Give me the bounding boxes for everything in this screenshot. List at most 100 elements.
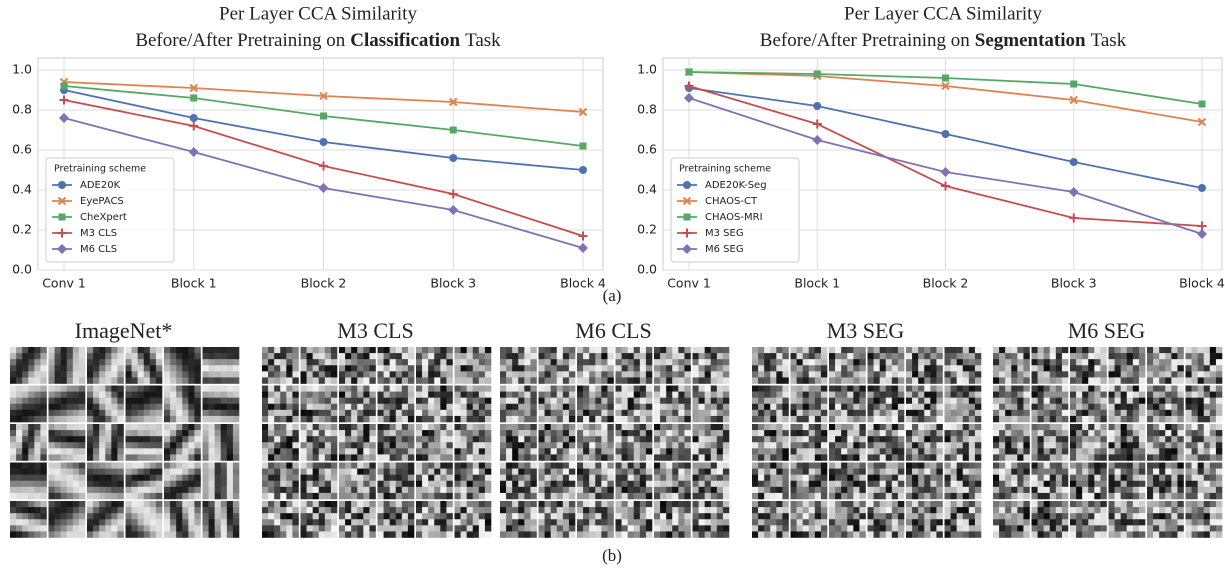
filter-pixel — [319, 353, 325, 359]
filter-pixel — [693, 436, 699, 442]
filter-pixel — [906, 424, 912, 430]
filter-pixel — [117, 448, 123, 454]
filter-pixel — [1017, 392, 1023, 398]
filter-pixel — [545, 493, 551, 499]
filter-pixel — [479, 416, 485, 422]
filter-pixel — [67, 513, 73, 519]
filter-pixel — [770, 507, 776, 513]
filter-pixel — [912, 436, 918, 442]
filter-pixel — [880, 398, 886, 404]
legend-marker — [683, 181, 691, 189]
filter-pixel — [1153, 371, 1159, 377]
filter-pixel — [422, 493, 428, 499]
filter-pixel — [545, 487, 551, 493]
filter-pixel — [144, 436, 150, 442]
filter-pixel — [924, 525, 930, 531]
filter-pixel — [384, 448, 390, 454]
filter-pixel — [699, 430, 705, 436]
filter-pixel — [1133, 377, 1139, 383]
filter-pixel — [194, 448, 200, 454]
filter-pixel — [233, 463, 239, 469]
filter-pixel — [660, 442, 666, 448]
filter-pixel — [601, 416, 607, 422]
filter-pixel — [479, 525, 485, 531]
filter-pixel — [1139, 347, 1145, 353]
filter-pixel — [705, 416, 711, 422]
filter-pixel — [307, 493, 313, 499]
filter-pixel — [87, 430, 93, 436]
filter-pixel — [835, 487, 841, 493]
filter-pixel — [969, 371, 975, 377]
filter-pixel — [467, 424, 473, 430]
filter-pixel — [34, 353, 40, 359]
filter-pixel — [307, 398, 313, 404]
filter-pixel — [758, 475, 764, 481]
filter-pixel — [363, 430, 369, 436]
filter-pixel — [170, 442, 176, 448]
filter-pixel — [390, 519, 396, 525]
filter-pixel — [79, 442, 85, 448]
filter-pixel — [357, 519, 363, 525]
filter-pixel — [672, 359, 678, 365]
filter-pixel — [809, 513, 815, 519]
filter-pixel — [1056, 371, 1062, 377]
filter-pixel — [672, 410, 678, 416]
filter-pixel — [758, 519, 764, 525]
filter-pixel — [188, 442, 194, 448]
filter-pixel — [859, 501, 865, 507]
filter-pixel — [957, 371, 963, 377]
filter-pixel — [1011, 436, 1017, 442]
filter-pixel — [770, 377, 776, 383]
filter-pixel — [815, 398, 821, 404]
filter-pixel — [601, 513, 607, 519]
filter-pixel — [233, 454, 239, 460]
filter-pixel — [660, 410, 666, 416]
filter-pixel — [150, 531, 156, 537]
filter-pixel — [906, 430, 912, 436]
filter-pixel — [551, 359, 557, 365]
filter-pixel — [93, 501, 99, 507]
filter-pixel — [473, 493, 479, 499]
filter-pixel — [699, 469, 705, 475]
filter-pixel — [993, 404, 999, 410]
filter-pixel — [378, 353, 384, 359]
filter-pixel — [126, 487, 132, 493]
filter-pixel — [351, 487, 357, 493]
filter-pixel — [906, 404, 912, 410]
filter-pixel — [918, 416, 924, 422]
filter-pixel — [203, 448, 209, 454]
filter-pixel — [924, 448, 930, 454]
filter-pixel — [339, 398, 345, 404]
filter-pixel — [73, 463, 79, 469]
filter-pixel — [307, 448, 313, 454]
filter-pixel — [227, 454, 233, 460]
filter-pixel — [301, 353, 307, 359]
filter-pixel — [461, 469, 467, 475]
filter-pixel — [10, 507, 16, 513]
filter-pixel — [500, 386, 506, 392]
filter-pixel — [1133, 359, 1139, 365]
filter-pixel — [485, 469, 491, 475]
filter-pixel — [764, 410, 770, 416]
filter-pixel — [1186, 410, 1192, 416]
filter-pixel — [79, 430, 85, 436]
filter-pixel — [402, 430, 408, 436]
filter-pixel — [791, 436, 797, 442]
filter-pixel — [705, 469, 711, 475]
filter-pixel — [841, 442, 847, 448]
filter-pixel — [1210, 392, 1216, 398]
filter-pixel — [22, 463, 28, 469]
filter-pixel — [1056, 386, 1062, 392]
filter-pixel — [684, 430, 690, 436]
filter-pixel — [319, 493, 325, 499]
filter-pixel — [351, 525, 357, 531]
filter-pixel — [530, 410, 536, 416]
filter-pixel — [150, 365, 156, 371]
filter-pixel — [782, 531, 788, 537]
filter-pixel — [73, 377, 79, 383]
filter-pixel — [339, 463, 345, 469]
filter-pixel — [40, 410, 46, 416]
filter-pixel — [803, 531, 809, 537]
filter-pixel — [945, 347, 951, 353]
filter-pixel — [313, 410, 319, 416]
